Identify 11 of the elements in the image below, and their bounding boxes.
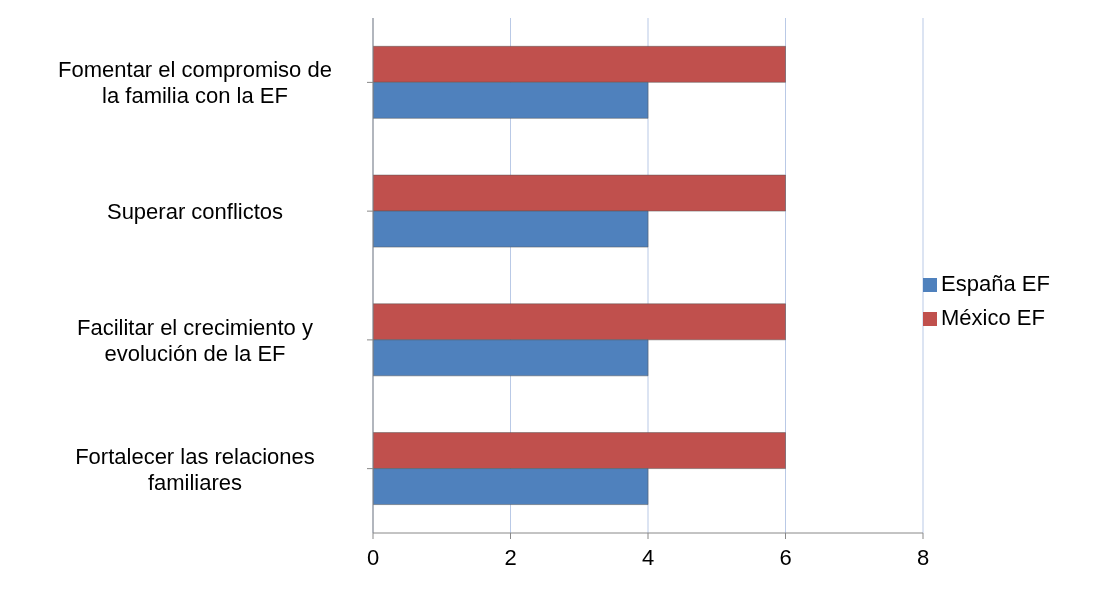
x-tick-label: 0 bbox=[366, 544, 380, 570]
y-tick-label: Fomentar el compromiso de la familia con la EF bbox=[58, 56, 332, 108]
y-tick-label: Fortalecer las relaciones familiares bbox=[75, 443, 315, 495]
x-tick-label: 8 bbox=[916, 544, 930, 570]
legend-label: España EF bbox=[941, 270, 1050, 296]
x-tick-label: 6 bbox=[779, 544, 792, 570]
y-tick-label: Facilitar el crecimiento y evolución de la EF bbox=[77, 314, 313, 366]
x-tick-label: 4 bbox=[641, 544, 655, 570]
x-tick-label: 2 bbox=[504, 544, 517, 570]
y-tick-label: Superar conflictos bbox=[106, 198, 284, 224]
legend-label: México EF bbox=[941, 304, 1045, 330]
